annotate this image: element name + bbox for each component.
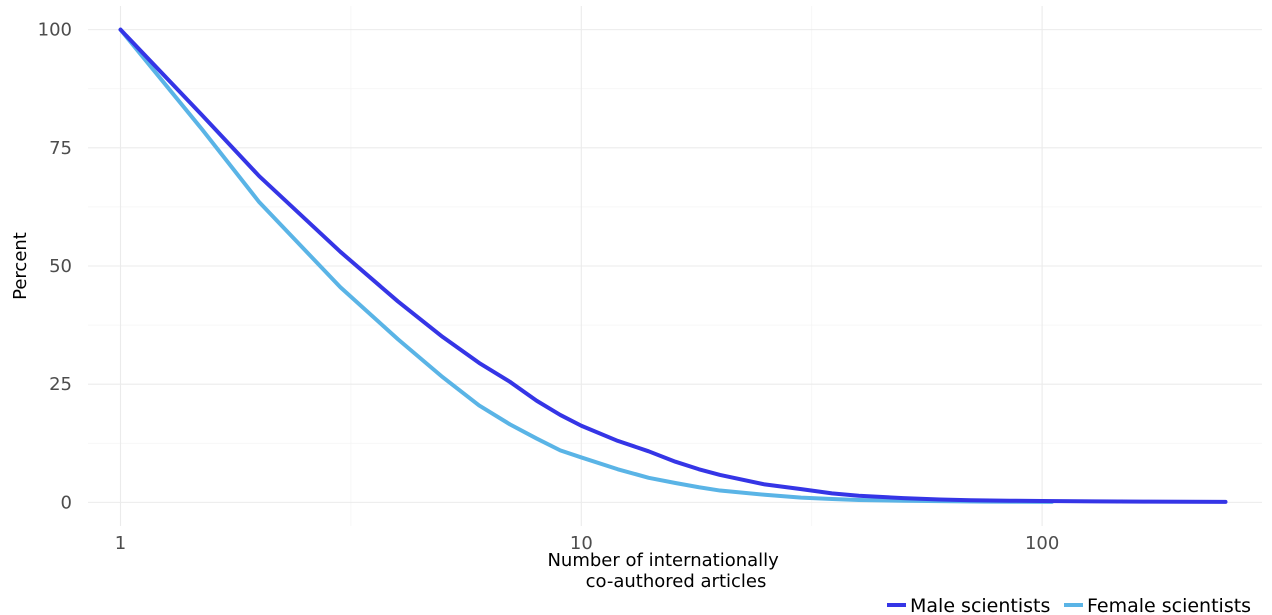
x-axis-title-line-2: co-authored articles: [586, 571, 767, 592]
x-axis-ticks: 1 10 100: [115, 533, 1060, 554]
y-tick-label: 25: [49, 374, 72, 395]
y-axis-ticks: 0 25 50 75 100: [38, 20, 72, 514]
x-tick-label: 10: [570, 533, 593, 554]
y-tick-label: 50: [49, 256, 72, 277]
series-lines: [118, 27, 1228, 504]
x-tick-label: 1: [115, 533, 126, 554]
y-tick-label: 0: [61, 492, 72, 513]
y-tick-label: 100: [38, 20, 72, 41]
legend-label-female: Female scientists: [1087, 595, 1251, 615]
x-tick-label: 100: [1025, 533, 1059, 554]
y-axis-title: Percent: [10, 232, 31, 300]
legend: Male scientists Female scientists: [887, 595, 1251, 615]
grid: [88, 6, 1262, 526]
y-tick-label: 75: [49, 138, 72, 159]
legend-label-male: Male scientists: [910, 595, 1050, 615]
x-axis-title-line-1: Number of internationally: [547, 550, 779, 571]
series-line-male-scientists: [118, 27, 1228, 504]
x-axis-title: Number of internationally co-authored ar…: [547, 550, 784, 592]
series-line-female-scientists: [118, 27, 1054, 504]
